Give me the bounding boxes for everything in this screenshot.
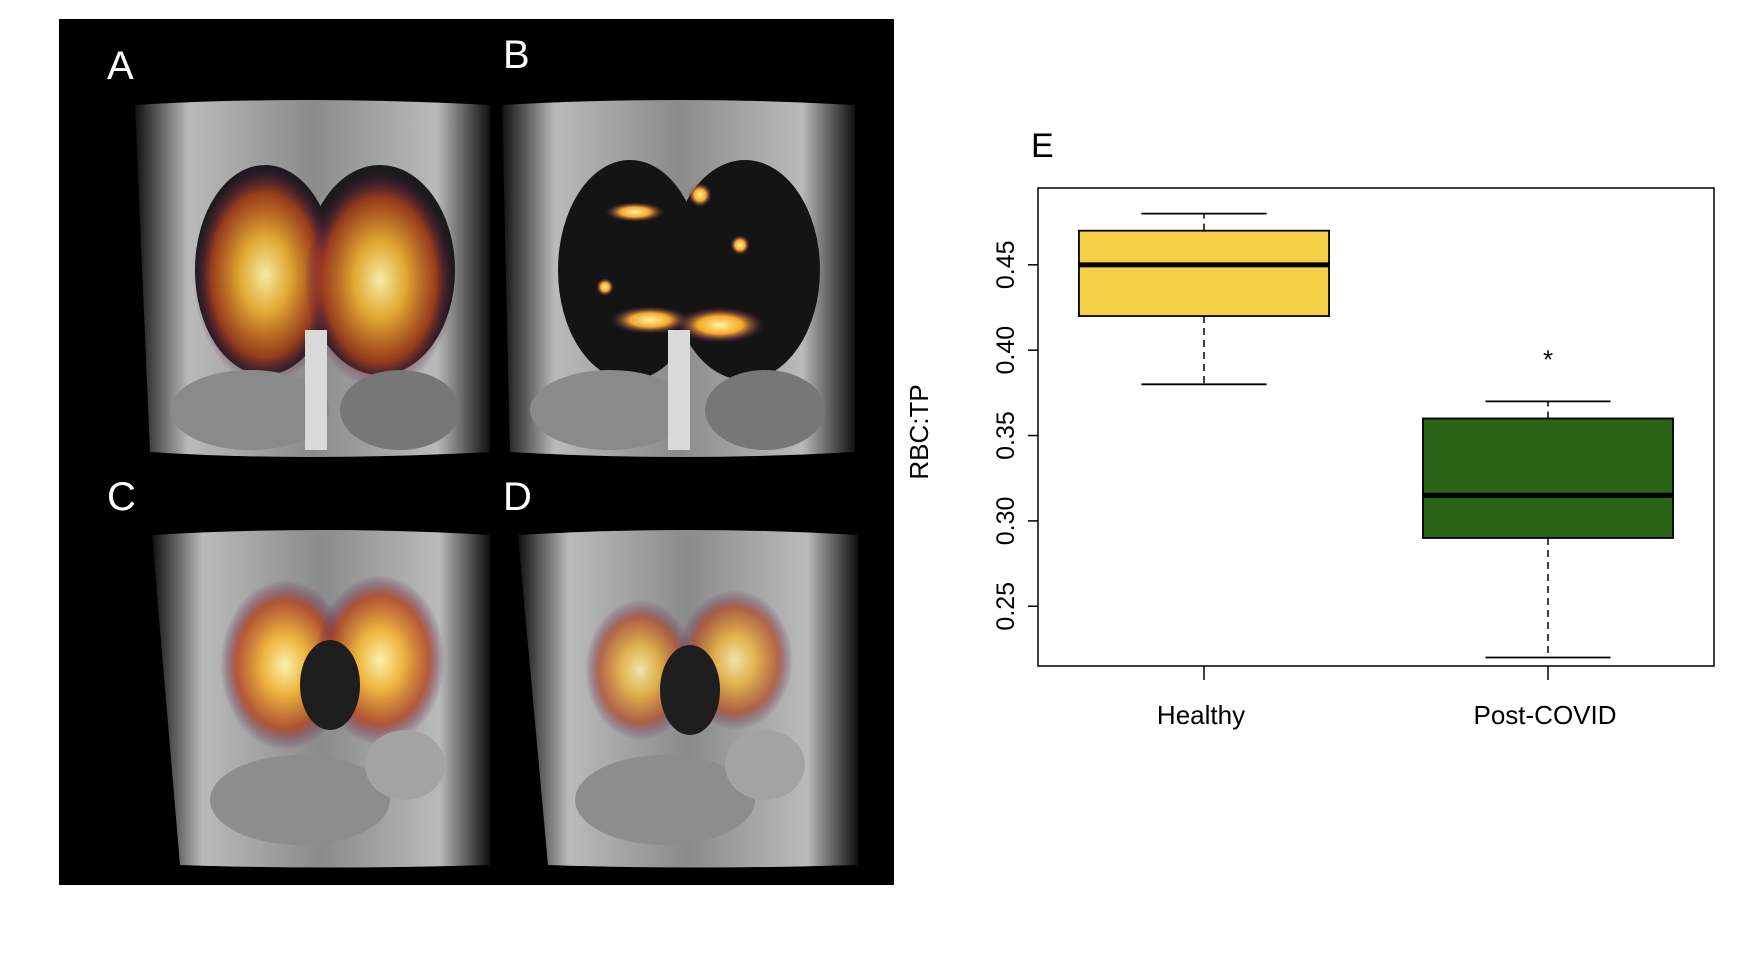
chart-panel-label: E: [1031, 127, 1054, 165]
heart-d: [660, 645, 720, 735]
x-axis-ticks: Healthy Post-COVID: [1157, 666, 1617, 730]
panel-label-d: D: [503, 475, 532, 519]
stomach-d: [725, 730, 805, 800]
ventilation-spot-b1: [605, 202, 665, 222]
ventilation-map-left-a: [193, 165, 337, 385]
box-plot-chart: E RBC:TP 0.25 0.30 0.35 0.40 0.45 Healthy Pos…: [904, 127, 1715, 730]
heart-c: [300, 640, 360, 730]
y-tick-label: 0.25: [992, 582, 1020, 631]
y-tick-label: 0.40: [992, 326, 1020, 375]
spine-a: [305, 330, 327, 450]
ventilation-spot-b5: [610, 306, 690, 334]
significance-annotation: *: [1543, 344, 1553, 374]
x-tick-label: Healthy: [1157, 700, 1245, 730]
kidney-a: [340, 370, 460, 450]
y-axis-label: RBC:TP: [904, 384, 934, 479]
box-healthy: [1078, 212, 1330, 386]
ventilation-spot-b6: [675, 307, 765, 343]
panel-label-a: A: [107, 44, 134, 88]
ventilation-spot-b2: [688, 183, 712, 207]
liver-a: [170, 370, 330, 450]
spine-b: [668, 330, 690, 450]
kidney-b: [705, 370, 825, 450]
y-axis-ticks: 0.25 0.30 0.35 0.40 0.45: [992, 240, 1038, 631]
liver-b: [530, 370, 690, 450]
mri-panel-d: [518, 530, 858, 868]
y-tick-label: 0.45: [992, 240, 1020, 289]
liver-c: [210, 755, 390, 845]
y-tick-label: 0.35: [992, 411, 1020, 460]
mri-panel-c: [152, 530, 490, 868]
ventilation-spot-b3: [730, 235, 750, 255]
panel-label-c: C: [107, 475, 136, 519]
mri-panel-a: [135, 100, 490, 457]
box-post-covid: [1422, 400, 1674, 659]
ventilation-spot-b4: [596, 278, 614, 296]
stomach-c: [365, 730, 445, 800]
ventilation-map-right-a: [305, 170, 455, 390]
box-series: [1078, 212, 1674, 659]
x-tick-label: Post-COVID: [1473, 700, 1616, 730]
iqr-box: [1422, 417, 1674, 539]
plot-frame: [1037, 187, 1715, 667]
panel-label-b: B: [503, 33, 530, 77]
liver-d: [575, 755, 755, 845]
iqr-box: [1078, 229, 1330, 317]
mri-panel-b: [502, 100, 855, 457]
y-tick-label: 0.30: [992, 497, 1020, 546]
